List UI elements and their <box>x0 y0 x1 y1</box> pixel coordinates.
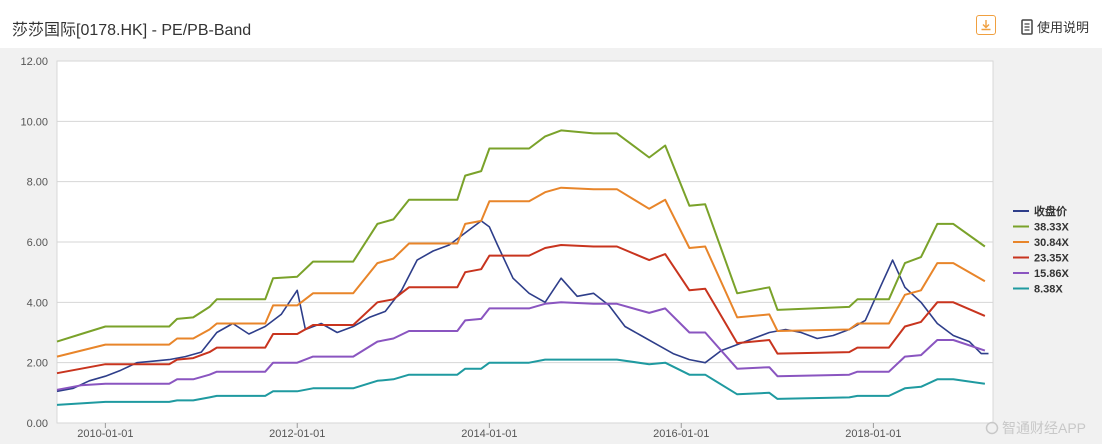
legend-label: 23.35X <box>1034 253 1070 265</box>
x-tick-label: 2016-01-01 <box>653 428 709 440</box>
page-title: 莎莎国际[0178.HK] - PE/PB-Band <box>12 22 252 39</box>
legend-label: 15.86X <box>1034 268 1070 280</box>
series-line-2 <box>56 186 986 358</box>
watermark-text: 智通财经APP <box>1002 420 1087 436</box>
legend-label: 30.84X <box>1034 237 1070 249</box>
x-tick-label: 2010-01-01 <box>77 428 133 440</box>
legend-label: 8.38X <box>1034 284 1063 296</box>
pe-band-chart: 0.00 2.00 4.00 6.00 8.00 10.00 12.00 2010-01-01… <box>20 56 1070 440</box>
download-icon <box>981 20 991 31</box>
watermark-logo-icon <box>985 421 999 435</box>
legend-label: 38.33X <box>1034 222 1070 234</box>
x-tick-label: 2018-01-01 <box>845 428 901 440</box>
help-button[interactable]: 使用说明 <box>1020 17 1089 36</box>
help-label: 使用说明 <box>1037 20 1090 35</box>
series-line-4 <box>56 301 986 391</box>
y-tick-label: 12.00 <box>20 56 48 68</box>
document-icon <box>1021 18 1033 35</box>
watermark: 智通财经APP <box>985 418 1086 438</box>
series-line-1 <box>56 129 986 343</box>
x-tick-label: 2014-01-01 <box>461 428 517 440</box>
y-tick-label: 8.00 <box>27 177 48 189</box>
x-tick-label: 2012-01-01 <box>269 428 325 440</box>
y-tick-label: 6.00 <box>27 237 48 249</box>
y-tick-label: 2.00 <box>27 358 48 370</box>
legend-label: 收盘价 <box>1034 204 1068 218</box>
header: 莎莎国际[0178.HK] - PE/PB-Band 使用说明 <box>0 0 1102 48</box>
y-tick-label: 4.00 <box>27 297 48 309</box>
download-button[interactable] <box>976 15 996 35</box>
y-tick-label: 10.00 <box>20 116 48 128</box>
chart-area: 0.00 2.00 4.00 6.00 8.00 10.00 12.00 2010-01-01… <box>0 48 1102 444</box>
y-tick-label: 0.00 <box>27 418 48 430</box>
series-line-5 <box>56 358 986 406</box>
series-line-3 <box>56 244 986 375</box>
